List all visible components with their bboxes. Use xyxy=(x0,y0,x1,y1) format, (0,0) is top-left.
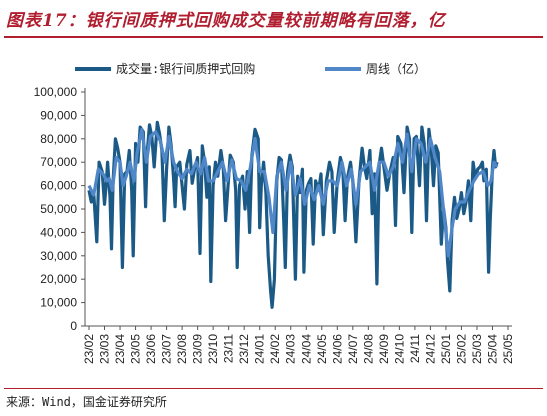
x-tick-label: 24/03 xyxy=(284,334,298,364)
y-tick-label: 40,000 xyxy=(40,225,77,239)
x-tick-label: 23/11 xyxy=(222,334,236,363)
x-tick-label: 24/07 xyxy=(346,334,360,364)
x-tick-label: 24/02 xyxy=(268,334,282,364)
x-tick-label: 24/10 xyxy=(392,334,406,364)
x-tick-label: 25/03 xyxy=(470,334,484,364)
y-tick-label: 60,000 xyxy=(40,179,77,193)
y-tick-label: 50,000 xyxy=(40,202,77,216)
x-tick-label: 25/05 xyxy=(501,334,515,364)
y-tick-label: 10,000 xyxy=(40,296,77,310)
legend-label-series2: 周线（亿） xyxy=(366,61,426,76)
y-tick-label: 100,000 xyxy=(34,85,78,99)
title-divider xyxy=(4,36,543,38)
x-tick-label: 24/05 xyxy=(315,334,329,364)
series-line-weekly xyxy=(87,127,499,258)
line-chart: 成交量:银行间质押式回购 周线（亿） 0 10,000 20,000 30,000 40… xyxy=(34,61,515,364)
legend: 成交量:银行间质押式回购 周线（亿） xyxy=(75,61,426,76)
y-tick-label: 0 xyxy=(70,319,77,333)
x-tick-label: 23/10 xyxy=(206,334,220,364)
x-tick-label: 25/01 xyxy=(439,334,453,364)
x-tick-label: 23/09 xyxy=(191,334,205,364)
source-divider xyxy=(4,388,543,389)
x-tick-label: 24/04 xyxy=(299,334,313,364)
x-tick-label: 24/06 xyxy=(330,334,344,364)
source-note: 来源：Wind，国金证券研究所 xyxy=(6,395,167,409)
x-tick-label: 24/09 xyxy=(377,334,391,364)
y-tick-label: 90,000 xyxy=(40,108,77,122)
x-tick-label: 24/11 xyxy=(408,334,422,363)
x-tick-label: 23/03 xyxy=(98,334,112,364)
x-tick-label: 24/08 xyxy=(361,334,375,364)
x-tick-label: 23/04 xyxy=(113,334,127,364)
legend-label-series1: 成交量:银行间质押式回购 xyxy=(116,61,255,76)
x-tick-label: 25/02 xyxy=(454,334,468,364)
x-tick-label: 25/04 xyxy=(485,334,499,364)
x-tick-label: 23/08 xyxy=(175,334,189,364)
x-tick-label: 24/12 xyxy=(423,334,437,364)
x-tick-label: 23/12 xyxy=(237,334,251,364)
series-line-daily xyxy=(87,120,499,309)
x-tick-label: 23/07 xyxy=(160,334,174,364)
y-tick-label: 30,000 xyxy=(40,249,77,263)
x-tick-label: 23/06 xyxy=(144,334,158,364)
x-tick-label: 23/02 xyxy=(82,334,96,364)
plot-area: 0 10,000 20,000 30,000 40,000 50,000 60,000 70,… xyxy=(34,85,515,364)
x-tick-label: 23/05 xyxy=(129,334,143,364)
y-tick-label: 70,000 xyxy=(40,155,77,169)
x-tick-label: 24/01 xyxy=(253,334,267,364)
chart-title: 图表17：银行间质押式回购成交量较前期略有回落，亿 xyxy=(6,11,446,31)
y-tick-label: 80,000 xyxy=(40,132,77,146)
y-tick-label: 20,000 xyxy=(40,272,77,286)
